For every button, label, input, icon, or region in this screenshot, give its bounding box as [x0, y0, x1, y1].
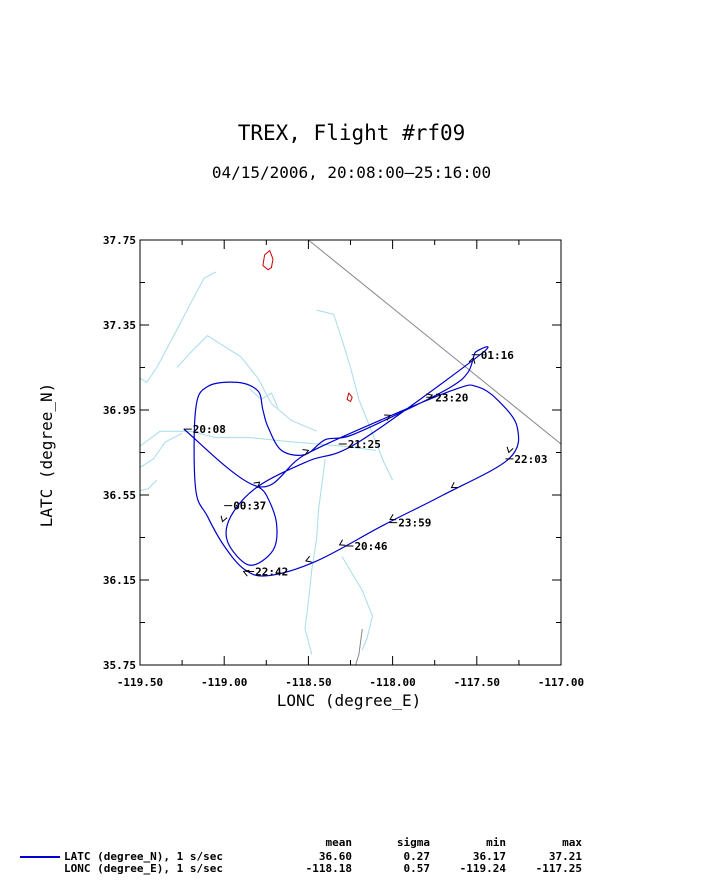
y-tick-label: 37.75 — [103, 234, 136, 247]
direction-arrow — [220, 515, 228, 523]
river-line — [316, 309, 394, 481]
time-annotation-label: 21:25 — [348, 438, 381, 451]
latc-mean: 36.60 — [318, 850, 352, 863]
time-annotation-label: 01:16 — [481, 349, 514, 362]
river-line — [341, 556, 373, 651]
lonc-sigma: 0.57 — [403, 862, 431, 875]
y-tick-label: 35.75 — [103, 659, 136, 672]
direction-arrow — [302, 449, 310, 456]
stats-header-sigma: sigma — [396, 836, 430, 849]
stats-header-max: max — [562, 836, 582, 849]
flight-track-line — [183, 346, 520, 577]
river-line — [176, 335, 317, 432]
lonc-max: -117.25 — [535, 862, 582, 875]
time-annotation-label: 22:03 — [514, 453, 547, 466]
x-tick-label: -119.00 — [201, 676, 247, 689]
latc-sigma: 0.27 — [403, 850, 431, 863]
y-tick-label: 36.95 — [103, 404, 136, 417]
direction-arrow — [450, 481, 458, 489]
river-line — [140, 430, 376, 451]
x-tick-label: -119.50 — [117, 676, 163, 689]
boundary-line — [308, 240, 561, 445]
direction-arrow — [384, 414, 391, 421]
chart-subtitle: 04/15/2006, 20:08:00–25:16:00 — [211, 163, 492, 182]
time-annotation-label: 23:20 — [435, 391, 468, 404]
lake-outline — [262, 250, 274, 271]
direction-arrow — [468, 356, 476, 364]
boundary-line — [355, 628, 363, 665]
direction-arrow — [426, 393, 434, 401]
direction-arrow — [242, 569, 250, 577]
direction-arrow — [253, 481, 261, 489]
time-annotation-label: 00:37 — [233, 500, 266, 513]
time-annotation-label: 20:46 — [354, 540, 387, 553]
axes: -119.50 -119.00 -118.50 -118.00 -117.50 -117.… — [103, 234, 584, 689]
legend-entry-latc-label: LATC (degree_N), 1 s/sec — [64, 850, 223, 863]
y-tick-label: 37.35 — [103, 319, 136, 332]
direction-arrow — [305, 555, 312, 563]
y-tick-label: 36.15 — [103, 574, 136, 587]
x-tick-label: -118.00 — [369, 676, 415, 689]
x-axis-title: LONC (degree_E) — [277, 691, 422, 710]
river-line — [140, 432, 183, 468]
lonc-mean: -118.18 — [305, 862, 352, 875]
stats-header-min: min — [486, 836, 506, 849]
time-annotation-label: 20:08 — [193, 423, 226, 436]
direction-arrow — [338, 539, 346, 546]
river-line — [140, 479, 158, 492]
plot-frame — [139, 239, 562, 666]
direction-arrow — [389, 513, 397, 521]
x-tick-label: -117.00 — [538, 676, 584, 689]
stats-legend: mean sigma min max LATC (degree_N), 1 s/… — [0, 836, 703, 880]
lonc-min: -119.24 — [459, 862, 506, 875]
chart-title: TREX, Flight #rf09 — [237, 121, 466, 145]
river-line — [249, 388, 279, 409]
stats-header-mean: mean — [325, 836, 353, 849]
time-annotation-label: 23:59 — [398, 517, 431, 530]
legend-line-swatch — [20, 856, 60, 858]
plot-area: 20:08 21:25 23:20 01:16 22:03 23:59 20:46 22:42… — [140, 240, 561, 665]
latc-max: 37.21 — [548, 850, 582, 863]
legend-entry-lonc-label: LONC (degree_E), 1 s/sec — [64, 862, 223, 875]
latc-min: 36.17 — [472, 850, 506, 863]
x-tick-label: -118.50 — [285, 676, 331, 689]
y-axis-title: LATC (degree_N) — [37, 383, 56, 528]
lake-outline — [346, 392, 353, 402]
x-tick-label: -117.50 — [454, 676, 500, 689]
time-annotation-label: 22:42 — [255, 566, 288, 579]
y-tick-label: 36.55 — [103, 489, 136, 502]
direction-arrow — [506, 446, 514, 454]
river-line — [304, 458, 326, 655]
river-line — [140, 271, 217, 383]
